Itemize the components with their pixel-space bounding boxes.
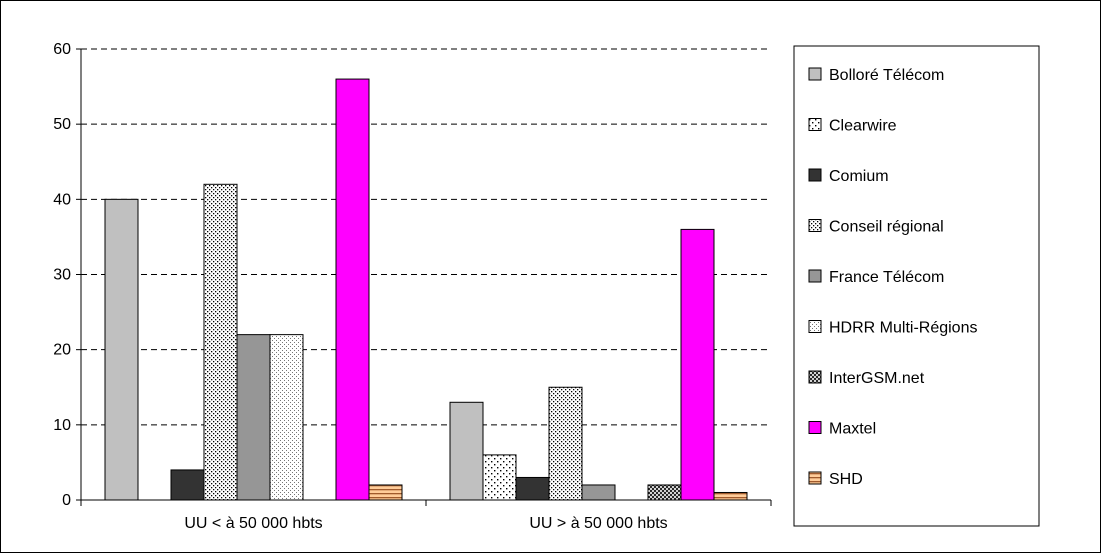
legend-swatch-8	[809, 422, 821, 434]
bar-8-2	[681, 229, 714, 500]
legend-swatch-9	[809, 472, 821, 484]
bar-2-2	[483, 455, 516, 500]
y-tick-label: 20	[53, 342, 71, 359]
legend-label-9: SHD	[829, 471, 863, 488]
y-tick-label: 50	[53, 116, 71, 133]
bar-1-2	[450, 402, 483, 500]
bar-5-2	[582, 485, 615, 500]
y-tick-label: 40	[53, 191, 71, 208]
y-tick-label: 0	[62, 492, 71, 509]
legend-label-3: Comium	[829, 168, 889, 185]
bar-6-1	[270, 335, 303, 500]
legend-label-1: Bolloré Télécom	[829, 67, 944, 84]
legend-label-7: InterGSM.net	[829, 370, 925, 387]
legend-label-2: Clearwire	[829, 118, 897, 135]
gridlines	[81, 49, 771, 425]
bar-3-1	[171, 470, 204, 500]
bar-4-2	[549, 387, 582, 500]
y-tick-label: 10	[53, 417, 71, 434]
x-category-label: UU > à 50 000 hbts	[529, 515, 667, 532]
bar-3-2	[516, 477, 549, 500]
bar-9-1	[369, 485, 402, 500]
legend-swatch-3	[809, 169, 821, 181]
bars	[105, 79, 747, 500]
legend-swatch-6	[809, 321, 821, 333]
legend: Bolloré Télécom Clearwire Comium Conseil ré…	[794, 46, 1039, 526]
y-tick-label: 30	[53, 267, 71, 284]
legend-label-5: France Télécom	[829, 269, 944, 286]
axes	[76, 49, 771, 506]
legend-swatch-2	[809, 119, 821, 131]
bar-9-2	[714, 492, 747, 500]
bar-4-1	[204, 184, 237, 500]
bar-5-1	[237, 335, 270, 500]
legend-swatch-7	[809, 371, 821, 383]
bar-8-1	[336, 79, 369, 500]
legend-swatch-4	[809, 220, 821, 232]
legend-swatch-1	[809, 68, 821, 80]
legend-label-4: Conseil régional	[829, 219, 944, 236]
x-category-label: UU < à 50 000 hbts	[184, 515, 322, 532]
bar-7-2	[648, 485, 681, 500]
legend-label-6: HDRR Multi-Régions	[829, 320, 977, 337]
bar-1-1	[105, 199, 138, 500]
legend-swatch-5	[809, 270, 821, 282]
y-tick-label: 60	[53, 41, 71, 58]
legend-label-8: Maxtel	[829, 421, 876, 438]
